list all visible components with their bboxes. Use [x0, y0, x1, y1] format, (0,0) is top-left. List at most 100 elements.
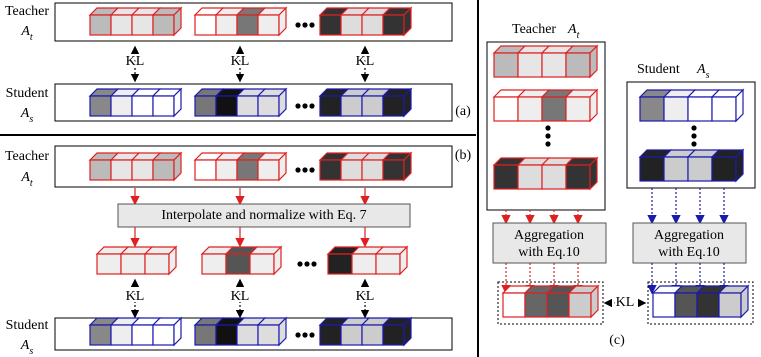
symbol: At — [20, 170, 33, 189]
cube-front — [121, 254, 145, 274]
cube-front — [216, 325, 237, 345]
symbol-subscript: t — [30, 178, 33, 189]
cube-front — [341, 15, 362, 35]
cube-front — [566, 97, 590, 121]
cube-front — [237, 325, 258, 345]
cube-front — [547, 293, 569, 317]
cube-front — [640, 157, 664, 181]
cube-front — [145, 254, 169, 274]
process-label: with Eq.10 — [658, 245, 719, 260]
symbol-subscript: t — [577, 30, 580, 41]
cube-front — [153, 15, 174, 35]
panel-tag: (a) — [455, 104, 471, 119]
symbol-base: A — [20, 24, 30, 39]
cube-front — [352, 254, 376, 274]
cube-front — [153, 96, 174, 116]
symbol: At — [20, 24, 33, 43]
kl-label: KL — [231, 54, 250, 69]
cube-front — [383, 96, 404, 116]
cube-front — [111, 160, 132, 180]
cube-front — [90, 325, 111, 345]
ellipsis-dot — [295, 167, 300, 172]
cube-front — [653, 293, 675, 317]
cube-front — [320, 160, 341, 180]
cube-front — [111, 96, 132, 116]
symbol: As — [20, 106, 34, 125]
kl-label: KL — [126, 289, 145, 304]
ellipsis-dot — [309, 332, 314, 337]
cube-front — [719, 293, 741, 317]
cube-front — [664, 97, 688, 121]
cube-front — [226, 254, 250, 274]
cube-front — [376, 254, 400, 274]
cube-front — [216, 96, 237, 116]
cube-front — [518, 165, 542, 189]
cube-front — [258, 96, 279, 116]
cube-front — [542, 165, 566, 189]
cube-front — [320, 325, 341, 345]
cube-front — [518, 53, 542, 77]
ellipsis-dot — [691, 133, 696, 138]
cube-front — [341, 325, 362, 345]
cube-front — [216, 160, 237, 180]
cube-front — [362, 160, 383, 180]
symbol-subscript: s — [706, 70, 710, 81]
cube-front — [362, 15, 383, 35]
panel-tag: (b) — [455, 148, 472, 163]
cube-front — [237, 15, 258, 35]
cube-front — [90, 160, 111, 180]
kl-label: KL — [126, 54, 145, 69]
ellipsis-dot — [302, 167, 307, 172]
symbol-base: A — [20, 170, 30, 185]
cube-front — [697, 293, 719, 317]
cube-front — [216, 15, 237, 35]
cube-front — [202, 254, 226, 274]
cube-front — [258, 15, 279, 35]
panel-tag: (c) — [609, 333, 625, 348]
cube-front — [712, 97, 736, 121]
cube-front — [542, 97, 566, 121]
ellipsis-dot — [311, 261, 316, 266]
process-label: with Eq.10 — [518, 245, 579, 260]
cube-front — [503, 293, 525, 317]
cube-front — [383, 15, 404, 35]
symbol-base: A — [20, 106, 30, 121]
ellipsis-dot — [295, 332, 300, 337]
ellipsis-dot — [297, 261, 302, 266]
cube-front — [640, 97, 664, 121]
ellipsis-dot — [309, 22, 314, 27]
cube-front — [688, 97, 712, 121]
cube-front — [675, 293, 697, 317]
cube-front — [494, 97, 518, 121]
ellipsis-dot — [691, 141, 696, 146]
process-label: Interpolate and normalize with Eq. 7 — [161, 208, 366, 223]
cube-front — [341, 96, 362, 116]
cube-front — [664, 157, 688, 181]
cube-front — [383, 160, 404, 180]
label: Student — [637, 62, 680, 77]
cube-front — [195, 96, 216, 116]
cube-front — [688, 157, 712, 181]
cube-front — [132, 15, 153, 35]
symbol-subscript: s — [29, 346, 33, 357]
cube-front — [362, 325, 383, 345]
ellipsis-dot — [691, 125, 696, 130]
kl-label: KL — [356, 54, 375, 69]
cube-front — [494, 53, 518, 77]
cube-front — [320, 96, 341, 116]
cube-front — [111, 15, 132, 35]
cube-front — [90, 96, 111, 116]
ellipsis-dot — [304, 261, 309, 266]
ellipsis-dot — [295, 103, 300, 108]
cube-front — [525, 293, 547, 317]
cube-front — [132, 96, 153, 116]
cube-front — [518, 97, 542, 121]
cube-front — [566, 53, 590, 77]
cube-front — [250, 254, 274, 274]
cube-front — [341, 160, 362, 180]
kl-label: KL — [356, 289, 375, 304]
kl-label: KL — [231, 289, 250, 304]
symbol-base: A — [567, 22, 577, 37]
symbol-subscript: s — [29, 114, 33, 125]
cube-front — [320, 15, 341, 35]
